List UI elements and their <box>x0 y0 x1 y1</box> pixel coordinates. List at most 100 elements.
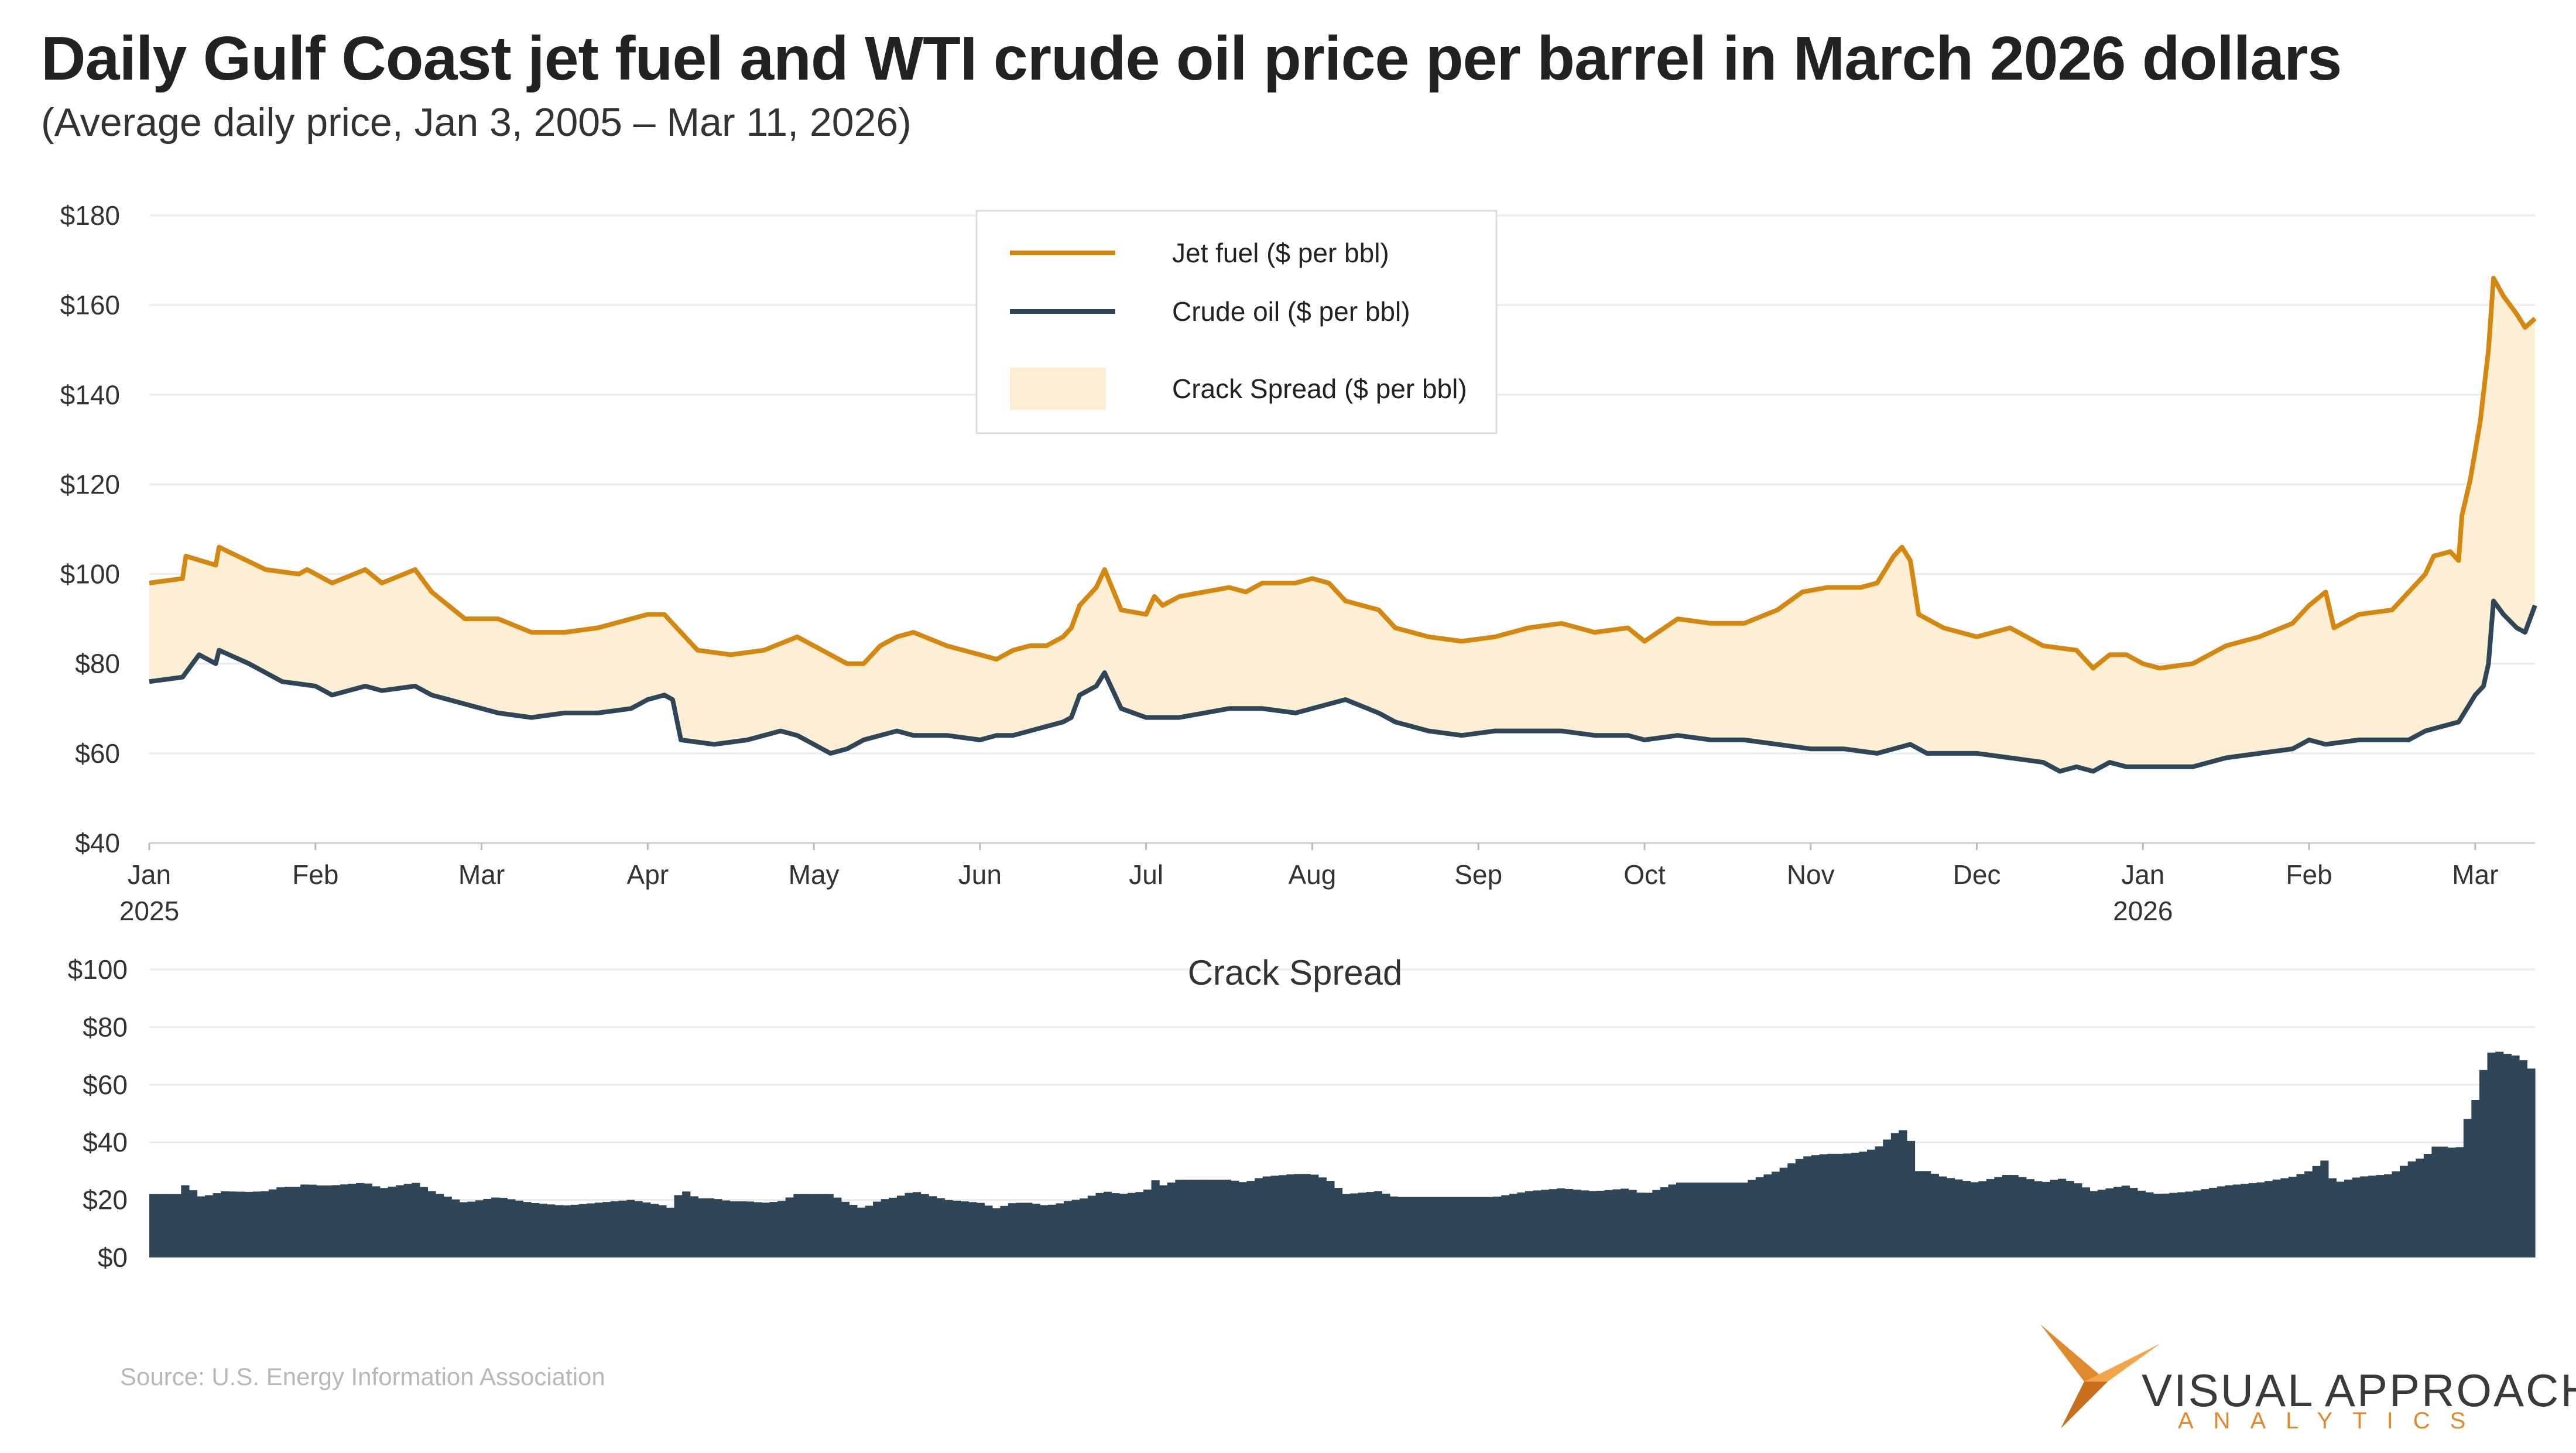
crack-spread-bar <box>2225 1185 2234 1257</box>
chart-subtitle: (Average daily price, Jan 3, 2005 – Mar … <box>41 100 912 145</box>
y-tick-label: $180 <box>60 200 120 231</box>
crack-spread-bar <box>793 1194 802 1257</box>
crack-spread-bar <box>2495 1051 2504 1257</box>
crack-spread-bar <box>1700 1183 1708 1257</box>
crack-spread-bar <box>1270 1176 1279 1257</box>
crack-spread-bar <box>2105 1188 2114 1257</box>
crack-spread-bar <box>2296 1174 2305 1257</box>
crack-spread-bar <box>1477 1197 1486 1257</box>
crack-spread-bar <box>1795 1159 1804 1257</box>
crack-spread-bar <box>2169 1192 2178 1257</box>
crack-spread-bar <box>1843 1153 1852 1257</box>
crack-spread-bar <box>674 1195 683 1257</box>
crack-spread-bar <box>1581 1190 1590 1257</box>
crack-spread-bar <box>539 1204 547 1257</box>
crack-spread-bar <box>427 1191 436 1257</box>
crack-spread-bar <box>1787 1163 1796 1257</box>
x-axis: Jan 2025 Feb Mar Apr May Jun Jul Aug Sep Oct Nov Dec… <box>119 843 2498 926</box>
crack-spread-bar <box>2185 1191 2194 1257</box>
crack-spread-bar <box>523 1202 532 1257</box>
crack-spread-bar <box>451 1199 460 1257</box>
crack-spread-bar <box>547 1204 556 1257</box>
legend-jet-label: Jet fuel ($ per bbl) <box>1172 238 1389 268</box>
crack-spread-bar <box>578 1204 587 1257</box>
crack-spread-bar <box>610 1201 619 1257</box>
crack-spread-bar <box>682 1191 691 1257</box>
crack-spread-bar <box>2026 1179 2034 1257</box>
crack-spread-bar <box>2010 1175 2019 1257</box>
crack-spread-bar <box>2232 1184 2241 1257</box>
logo-tagline: ANALYTICS <box>2178 1408 2486 1434</box>
crack-spread-bar <box>968 1202 977 1257</box>
crack-spread-bar <box>1390 1196 1399 1257</box>
crack-spread-bar <box>1620 1188 1629 1257</box>
crack-spread-bar <box>1724 1183 1732 1257</box>
crack-spread-bar <box>2089 1191 2098 1257</box>
crack-spread-bar <box>1835 1153 1844 1257</box>
y-tick-label: $120 <box>60 469 120 499</box>
y-tick-label: $140 <box>60 379 120 410</box>
crack-spread-bar <box>1906 1140 1916 1257</box>
crack-spread-bar <box>1231 1180 1239 1257</box>
crack-spread-bar <box>1867 1149 1876 1257</box>
crack-spread-bar <box>2400 1166 2409 1257</box>
crack-spread-bar <box>2288 1177 2297 1257</box>
crack-spread-bar <box>1692 1183 1701 1257</box>
crack-spread-bar <box>1684 1183 1693 1257</box>
crack-spread-bar <box>1628 1190 1637 1257</box>
x-tick-label: May <box>789 859 840 890</box>
crack-spread-bar <box>1215 1180 1224 1257</box>
crack-spread-bar <box>2074 1183 2082 1257</box>
crack-spread-bar <box>348 1184 357 1257</box>
crack-spread-bar <box>1493 1197 1502 1257</box>
crack-spread-bar <box>2344 1180 2353 1257</box>
x-tick-label: Mar <box>2452 859 2498 890</box>
y-tick-label: $60 <box>83 1070 128 1100</box>
crack-spread-bar <box>1127 1192 1136 1257</box>
crack-spread-bar <box>2463 1119 2472 1257</box>
crack-spread-bar <box>2153 1194 2162 1257</box>
crack-spread-area <box>149 286 2535 770</box>
crack-spread-bar <box>841 1201 849 1257</box>
x-tick-label: Feb <box>2286 859 2332 890</box>
crack-spread-bar <box>1779 1167 1788 1257</box>
crack-spread-bar <box>881 1199 889 1257</box>
crack-spread-bar <box>1564 1189 1573 1257</box>
crack-spread-bar <box>1739 1183 1748 1257</box>
crack-spread-bar <box>2217 1186 2225 1257</box>
crack-spread-bar <box>268 1189 277 1257</box>
crack-spread-bar <box>2511 1056 2520 1257</box>
crack-spread-bar <box>515 1200 523 1257</box>
crack-spread-bar <box>1199 1180 1208 1257</box>
top-y-axis: $40 $60 $80 $100 $120 $140 $160 $180 <box>60 200 120 858</box>
crack-spread-bar <box>753 1202 762 1257</box>
crack-spread-bar <box>1047 1204 1057 1257</box>
crack-spread-bar <box>2065 1181 2074 1257</box>
crack-spread-bar <box>984 1205 993 1257</box>
crack-spread-bar <box>714 1199 722 1257</box>
crack-spread-bar <box>1071 1200 1080 1257</box>
crack-spread-bar <box>1183 1180 1191 1257</box>
crack-spread-bar <box>594 1202 603 1257</box>
crack-spread-bar <box>2479 1070 2488 1257</box>
crack-spread-bar <box>1803 1156 1812 1257</box>
crack-spread-bar <box>1111 1193 1120 1257</box>
crack-spread-bar <box>1000 1205 1009 1257</box>
crack-spread-bar <box>650 1204 659 1257</box>
crack-spread-bar <box>412 1183 420 1257</box>
crack-spread-bar <box>642 1202 651 1257</box>
crack-spread-bar <box>1859 1152 1868 1257</box>
crack-spread-bar <box>1978 1181 1987 1257</box>
logo-arrow-shape <box>2061 1382 2108 1428</box>
crack-spread-bar <box>396 1185 405 1257</box>
crack-spread-bar <box>992 1208 1001 1257</box>
crack-spread-bar <box>2209 1187 2218 1257</box>
crack-spread-bar <box>2416 1159 2424 1257</box>
x-tick-label: Dec <box>1953 859 2001 890</box>
crack-spread-bar <box>2256 1182 2265 1257</box>
crack-spread-bar <box>1406 1197 1414 1257</box>
crack-spread-bar <box>1755 1177 1764 1257</box>
crack-spread-bar <box>2241 1184 2249 1257</box>
crack-spread-bar <box>705 1198 714 1257</box>
